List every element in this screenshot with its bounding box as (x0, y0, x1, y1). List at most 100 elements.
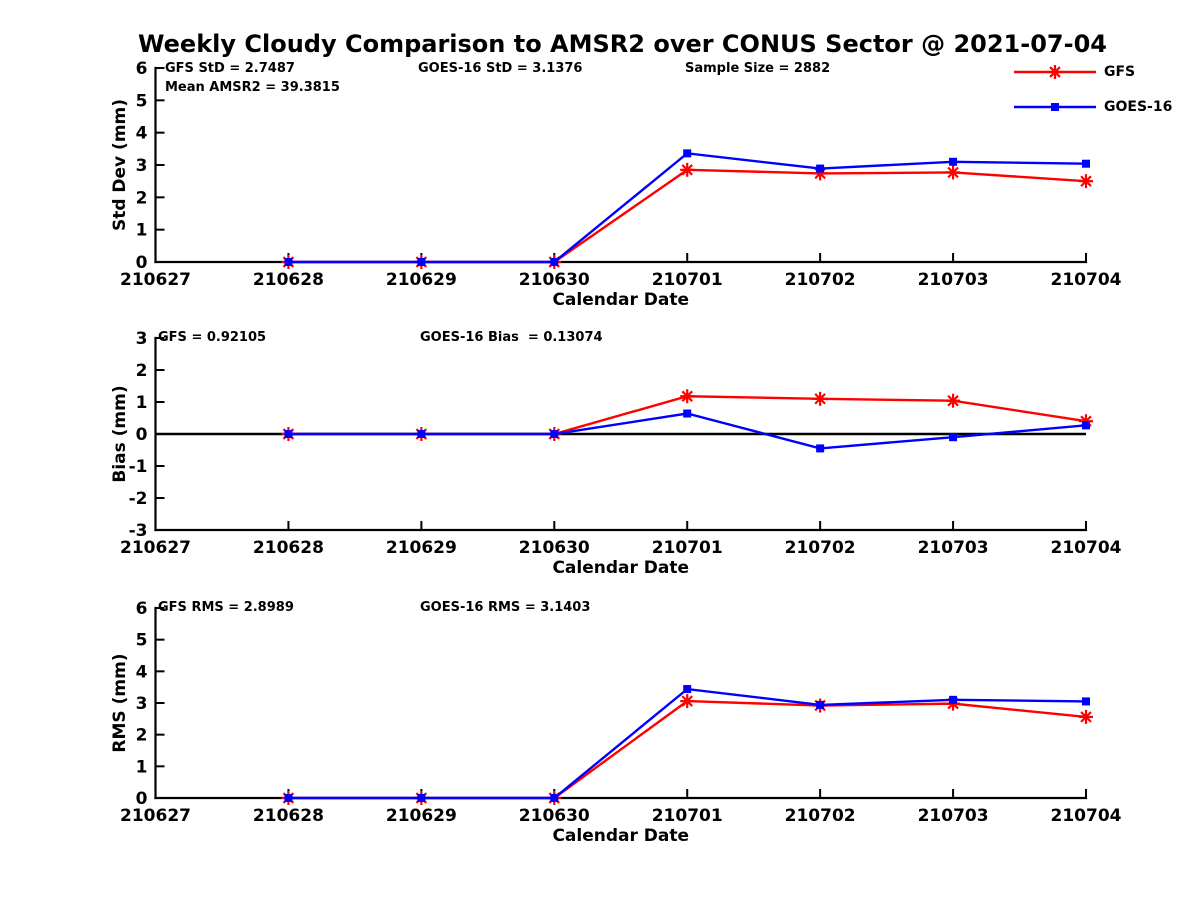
asterisk-marker (1080, 711, 1092, 723)
x-tick-label: 210629 (386, 806, 457, 826)
asterisk-marker (681, 695, 693, 707)
legend: GFS GOES-16 (1012, 62, 1172, 132)
y-tick-label: 3 (136, 156, 148, 176)
square-marker (1082, 159, 1090, 168)
square-marker (550, 258, 559, 266)
x-tick-label: 210627 (120, 270, 191, 290)
x-tick-label: 210702 (785, 538, 856, 558)
y-tick-label: -1 (129, 457, 148, 477)
square-marker (550, 794, 559, 802)
y-tick-label: 6 (136, 599, 148, 619)
x-tick-label: 210629 (386, 538, 457, 558)
square-marker (949, 157, 958, 166)
asterisk-marker (681, 164, 693, 176)
x-tick-label: 210630 (519, 270, 590, 290)
y-tick-label: 1 (136, 393, 148, 413)
annotation-goes16-rms: GOES-16 RMS = 3.1403 (420, 600, 591, 615)
x-tick-label: 210630 (519, 806, 590, 826)
y-tick-label: -3 (129, 521, 148, 541)
x-tick-label: 210703 (918, 270, 989, 290)
y-tick-label: 2 (136, 361, 148, 381)
y-tick-label: 1 (136, 757, 148, 777)
x-tick-label: 210701 (652, 270, 723, 290)
y-axis-label: Std Dev (mm) (110, 99, 130, 231)
x-tick-label: 210630 (519, 538, 590, 558)
square-marker (417, 430, 426, 438)
square-marker (284, 258, 293, 266)
asterisk-marker (1080, 175, 1092, 187)
x-tick-label: 210704 (1051, 806, 1122, 826)
annotation-sample-size: Sample Size = 2882 (685, 61, 831, 76)
square-marker (949, 433, 958, 442)
y-axis-label: RMS (mm) (110, 653, 130, 752)
asterisk-marker (681, 390, 693, 402)
x-tick-label: 210628 (253, 806, 324, 826)
square-marker (683, 409, 692, 418)
x-tick-label: 210702 (785, 806, 856, 826)
annotation-goes16-std: GOES-16 StD = 3.1376 (418, 61, 583, 76)
square-marker (284, 430, 293, 438)
x-tick-label: 210703 (918, 806, 989, 826)
legend-label-goes16: GOES-16 (1104, 99, 1173, 115)
y-tick-label: 6 (136, 59, 148, 79)
gfs-line-asterisk-icon (1014, 65, 1096, 79)
square-marker (683, 149, 692, 158)
square-marker (1082, 421, 1090, 430)
x-axis-label: Calendar Date (552, 290, 689, 310)
annotation-gfs-rms: GFS RMS = 2.8989 (158, 600, 294, 615)
annotation-gfs-bias: GFS = 0.92105 (158, 330, 267, 345)
x-tick-label: 210703 (918, 538, 989, 558)
legend-item-gfs: GFS (1012, 62, 1172, 82)
subplot-std-dev-panel: 0 1 2 3 4 5 6 210627 210628 210629 210630 210701 210… (110, 59, 1122, 310)
legend-item-goes16: GOES-16 (1012, 97, 1172, 117)
annotation-mean-amsr2: Mean AMSR2 = 39.3815 (165, 80, 340, 95)
y-tick-label: 0 (136, 253, 148, 273)
x-tick-label: 210628 (253, 538, 324, 558)
y-tick-label: 1 (136, 221, 148, 241)
square-marker (816, 164, 825, 173)
page-title: Weekly Cloudy Comparison to AMSR2 over C… (138, 30, 1107, 58)
x-tick-label: 210627 (120, 806, 191, 826)
series-line-gfs (288, 699, 1087, 800)
y-tick-label: 3 (136, 329, 148, 349)
x-tick-label: 210704 (1051, 538, 1122, 558)
legend-label-gfs: GFS (1104, 64, 1136, 80)
y-tick-label: -2 (129, 489, 148, 509)
subplot-rms-panel: 0 1 2 3 4 5 6 210627 210628 210629 210630 210701 210… (110, 599, 1122, 846)
subplot-bias-panel: -3 -2 -1 0 1 2 3 210627 210628 210629 210630 210701… (110, 329, 1122, 578)
x-tick-label: 210704 (1051, 270, 1122, 290)
square-marker (816, 444, 825, 453)
square-marker (1051, 103, 1059, 111)
y-tick-label: 5 (136, 91, 148, 111)
square-marker (550, 430, 559, 438)
asterisk-marker (947, 166, 959, 179)
square-marker (949, 695, 958, 704)
y-tick-label: 2 (136, 726, 148, 746)
y-tick-label: 4 (136, 662, 148, 682)
x-axis-label: Calendar Date (552, 826, 689, 846)
y-tick-label: 0 (136, 789, 148, 809)
asterisk-marker (1049, 66, 1061, 78)
y-tick-label: 0 (136, 425, 148, 445)
goes16-line-square-icon (1014, 103, 1096, 111)
square-marker (284, 794, 293, 802)
x-tick-label: 210628 (253, 270, 324, 290)
square-marker (417, 258, 426, 266)
asterisk-marker (814, 393, 826, 405)
series-line-goes-16 (288, 412, 1087, 450)
x-tick-label: 210702 (785, 270, 856, 290)
annotation-gfs-std: GFS StD = 2.7487 (165, 61, 295, 76)
series-line-gfs (288, 168, 1087, 264)
x-tick-label: 210701 (652, 806, 723, 826)
y-tick-label: 3 (136, 694, 148, 714)
y-axis-label: Bias (mm) (110, 385, 130, 482)
square-marker (683, 685, 692, 694)
x-axis-label: Calendar Date (552, 558, 689, 578)
x-tick-label: 210627 (120, 538, 191, 558)
square-marker (816, 700, 825, 709)
asterisk-marker (947, 394, 959, 407)
y-tick-label: 5 (136, 631, 148, 651)
square-marker (1082, 697, 1090, 706)
